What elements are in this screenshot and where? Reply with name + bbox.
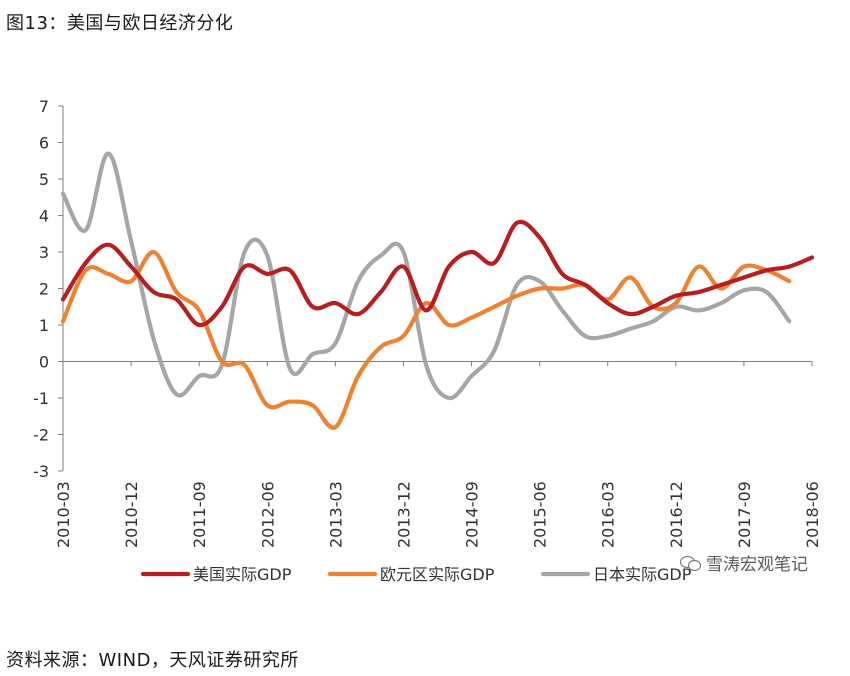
y-tick-label: 7: [39, 97, 49, 116]
y-tick-label: -2: [33, 426, 49, 445]
x-tick-label: 2018-06: [803, 481, 822, 548]
series-line-2: [60, 151, 792, 401]
y-tick-label: 4: [39, 207, 49, 226]
series-line-0: [60, 219, 815, 328]
x-tick-label: 2010-12: [122, 481, 141, 548]
x-axis: 2010-03 2010-12 2011-09 2012-06 2013-03 2013-…: [54, 361, 822, 548]
legend-label-2: 日本实际GDP: [593, 565, 692, 584]
x-tick-label: 2013-03: [326, 481, 345, 548]
y-tick-label: -1: [33, 389, 49, 408]
legend-label-0: 美国实际GDP: [193, 565, 292, 584]
series-line-1: [60, 249, 792, 430]
y-tick-label: 1: [39, 316, 49, 335]
wechat-icon: [680, 555, 702, 571]
legend-label-1: 欧元区实际GDP: [380, 565, 495, 584]
x-tick-label: 2013-12: [394, 481, 413, 548]
figure-title: 图13：美国与欧日经济分化: [6, 13, 234, 34]
x-tick-label: 2016-03: [599, 481, 618, 548]
x-tick-label: 2017-09: [735, 481, 754, 548]
x-tick-label: 2012-06: [258, 481, 277, 548]
line-chart: 7 6 5 4 3 2 1 0 -1 -2 -3 2010-03 2010-12 2011-09 2012…: [33, 97, 822, 584]
y-axis: 7 6 5 4 3 2 1 0 -1 -2 -3: [33, 97, 64, 481]
y-tick-label: -3: [33, 462, 49, 481]
x-tick-label: 2010-03: [54, 481, 73, 548]
y-tick-label: 2: [39, 280, 49, 299]
source-note: 资料来源：WIND，天风证券研究所: [6, 650, 299, 671]
watermark-text: 雪涛宏观笔记: [706, 555, 808, 575]
legend: 美国实际GDP 欧元区实际GDP 日本实际GDP: [140, 565, 692, 584]
y-tick-label: 5: [39, 170, 49, 189]
y-tick-label: 3: [39, 243, 49, 262]
x-tick-label: 2014-09: [463, 481, 482, 548]
y-tick-label: 6: [39, 134, 49, 153]
watermark: 雪涛宏观笔记: [680, 550, 808, 575]
x-tick-label: 2011-09: [190, 481, 209, 548]
x-tick-label: 2015-06: [531, 481, 550, 548]
y-tick-label: 0: [39, 353, 49, 372]
x-tick-label: 2016-12: [667, 481, 686, 548]
series-layer: [60, 151, 815, 430]
